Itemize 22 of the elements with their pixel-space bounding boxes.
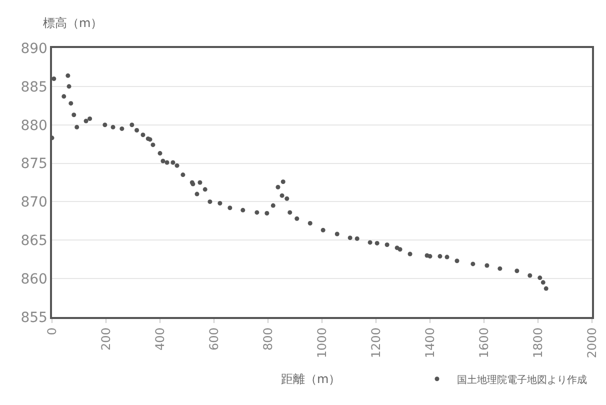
x-tick-label: 400 [152,328,167,350]
y-tick-label: 865 [20,233,48,250]
y-tick-label: 855 [20,310,48,326]
x-tick-label: 2000 [584,328,599,358]
x-tick-label: 200 [98,328,113,350]
x-tick-label: 1200 [368,328,383,358]
x-tick-label: 800 [260,328,275,350]
y-tick-label: 870 [20,194,48,211]
y-axis-title: 標高（m） [43,16,103,30]
x-tick-label: 1000 [314,328,329,358]
x-tick-label: 1400 [422,328,437,358]
x-tick-label: 1800 [530,328,545,358]
y-tick-label: 885 [20,79,48,96]
y-tick-label: 860 [20,271,48,288]
y-tick-label: 880 [20,118,48,134]
x-tick-label: 600 [206,328,221,350]
x-axis-title: 距離（m） [281,372,341,386]
y-tick-label: 890 [20,40,48,57]
x-tick-label: 1600 [476,328,491,358]
y-tick-label: 875 [20,156,48,172]
x-tick-label: 0 [44,328,59,336]
legend-label: 国土地理院電子地図より作成 [457,374,587,386]
